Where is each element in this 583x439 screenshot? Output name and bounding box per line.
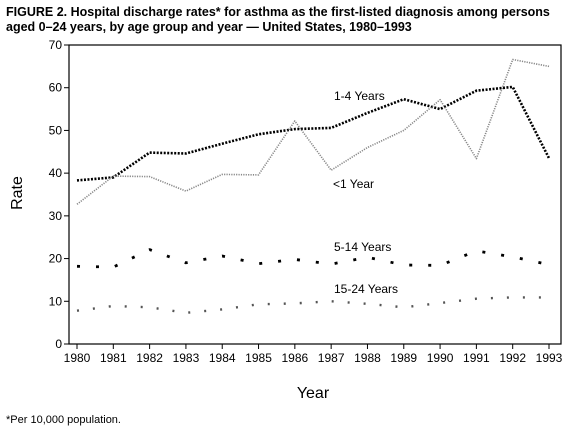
series-line-15-24-years	[76, 296, 549, 314]
x-tick-label: 1984	[209, 351, 236, 365]
y-tick-label: 30	[49, 209, 63, 223]
x-tick-label: 1988	[354, 351, 381, 365]
y-axis-label: Rate	[9, 176, 26, 210]
x-tick-label: 1980	[64, 351, 91, 365]
plot-border	[68, 44, 562, 345]
x-tick-label: 1993	[536, 351, 563, 365]
series-line-1-year	[76, 58, 550, 205]
series-label-15-24-years: 15-24 Years	[334, 282, 398, 296]
figure-title: FIGURE 2. Hospital discharge rates* for …	[6, 5, 550, 34]
y-tick-label: 0	[55, 337, 62, 351]
y-tick-label: 10	[49, 294, 63, 308]
x-axis: 1980 1981 1982 1983 1984 1985 1986 1987 1988 1989…	[64, 344, 563, 365]
x-tick-label: 1987	[318, 351, 345, 365]
series-line-5-14-years	[76, 248, 550, 269]
footnote: *Per 10,000 population.	[6, 414, 121, 426]
x-tick-label: 1985	[245, 351, 272, 365]
x-tick-label: 1983	[173, 351, 200, 365]
x-tick-label: 1991	[463, 351, 490, 365]
y-axis: 0 10 20 30 40 50 60 70	[49, 38, 69, 351]
series-lines	[76, 58, 551, 314]
x-tick-label: 1990	[427, 351, 454, 365]
series-label-1-4-years: 1-4 Years	[334, 89, 385, 103]
y-tick-label: 60	[49, 81, 63, 95]
x-tick-label: 1982	[136, 351, 163, 365]
y-tick-label: 70	[49, 38, 63, 52]
y-tick-label: 50	[49, 123, 63, 137]
x-tick-label: 1989	[390, 351, 417, 365]
x-tick-label: 1981	[100, 351, 127, 365]
series-label-under-1-year: <1 Year	[333, 177, 374, 191]
y-tick-label: 20	[49, 252, 63, 266]
y-tick-label: 40	[49, 166, 63, 180]
plot-frame	[68, 44, 562, 345]
x-axis-label: Year	[297, 385, 330, 402]
series-label-5-14-years: 5-14 Years	[334, 240, 391, 254]
x-tick-label: 1992	[499, 351, 526, 365]
series-line-1-4-years	[76, 85, 551, 182]
x-tick-label: 1986	[281, 351, 308, 365]
